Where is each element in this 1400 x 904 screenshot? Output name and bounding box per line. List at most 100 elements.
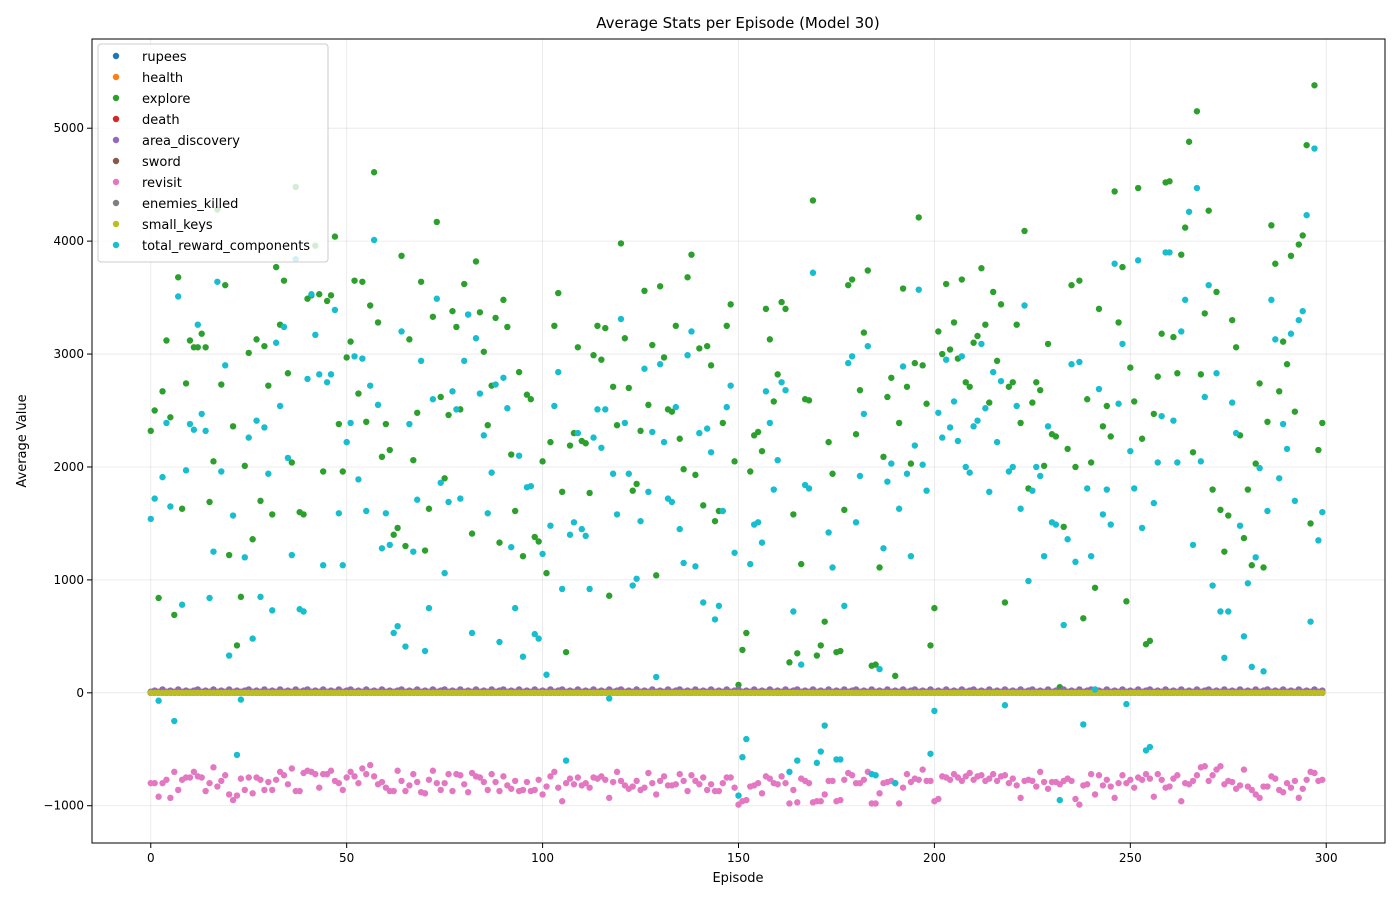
data-point [484,421,491,429]
data-point [555,289,562,297]
legend-entry: enemies_killed [142,197,238,212]
data-point [1084,396,1091,403]
data-point [668,498,676,506]
data-point [1087,552,1095,560]
data-point [1146,637,1154,645]
data-point [852,431,860,438]
data-point [727,774,734,781]
data-point [915,214,922,221]
y-tick-label: 3000 [53,347,84,361]
data-point [848,276,856,283]
data-point [496,638,503,646]
data-point [175,293,182,300]
data-point [899,285,907,292]
data-point [790,608,797,615]
data-point [982,405,989,412]
data-point [535,776,542,783]
data-point [978,265,985,272]
data-point [370,236,378,244]
data-point [1119,772,1126,779]
x-axis-ticks: 0 50 100 150 200 250 300 [147,843,1338,865]
data-point [739,646,746,654]
data-point [1264,418,1271,426]
data-point [543,783,550,790]
data-point [406,782,413,789]
data-point [508,785,515,792]
data-point [222,281,229,289]
data-point [668,408,676,415]
data-point [942,280,950,288]
data-point [1084,781,1091,788]
data-point [1107,783,1114,790]
data-point [269,511,276,518]
data-point [1221,654,1228,662]
data-point [276,402,284,410]
data-point [1158,776,1165,783]
data-point [958,777,966,785]
data-point [1232,344,1240,351]
data-point [519,552,527,560]
data-point [171,717,178,725]
data-point [280,772,288,779]
data-point [692,563,699,570]
data-point [680,466,687,473]
data-point [206,594,213,602]
data-point [414,409,421,416]
data-point [508,451,515,458]
data-point [272,776,280,783]
data-point [1111,794,1118,802]
data-point [374,319,382,326]
data-point [1044,423,1052,430]
data-point [939,434,946,441]
data-point [684,274,691,281]
data-point [182,467,190,474]
data-point [609,383,617,390]
data-point [1189,541,1197,549]
data-point [1213,288,1220,296]
data-point [390,787,397,795]
data-point [280,323,288,331]
data-point [680,559,687,567]
data-point [1001,772,1009,779]
series-explore [147,82,1326,691]
data-point [1201,393,1208,401]
data-point [602,324,609,332]
data-point [860,329,868,336]
data-point [782,779,789,787]
data-point [1040,552,1048,560]
data-point [316,291,323,298]
legend-entry: total_reward_components [142,239,310,254]
data-point [382,420,390,428]
data-point [269,607,276,614]
data-point [1021,302,1028,309]
data-point [1115,400,1122,407]
data-point [570,519,578,526]
data-point [210,764,217,771]
data-point [284,370,292,377]
data-point [1189,449,1197,456]
data-point [1319,419,1326,427]
data-point [786,659,793,666]
data-point [1064,445,1071,453]
data-point [402,542,409,550]
data-point [421,790,429,797]
data-point [366,302,374,309]
data-point [147,515,154,523]
data-point [288,765,296,772]
data-point [476,309,484,316]
data-point [566,775,574,782]
data-point [946,776,954,783]
data-point [1123,598,1130,605]
data-point [1299,307,1306,315]
data-point [464,311,472,318]
data-point [609,778,617,786]
data-point [892,779,899,787]
data-point [382,510,390,517]
data-point [1181,296,1189,304]
data-point [257,497,264,505]
data-point [492,314,499,322]
data-point [731,458,738,465]
data-point [1276,475,1283,482]
data-point [821,618,828,625]
